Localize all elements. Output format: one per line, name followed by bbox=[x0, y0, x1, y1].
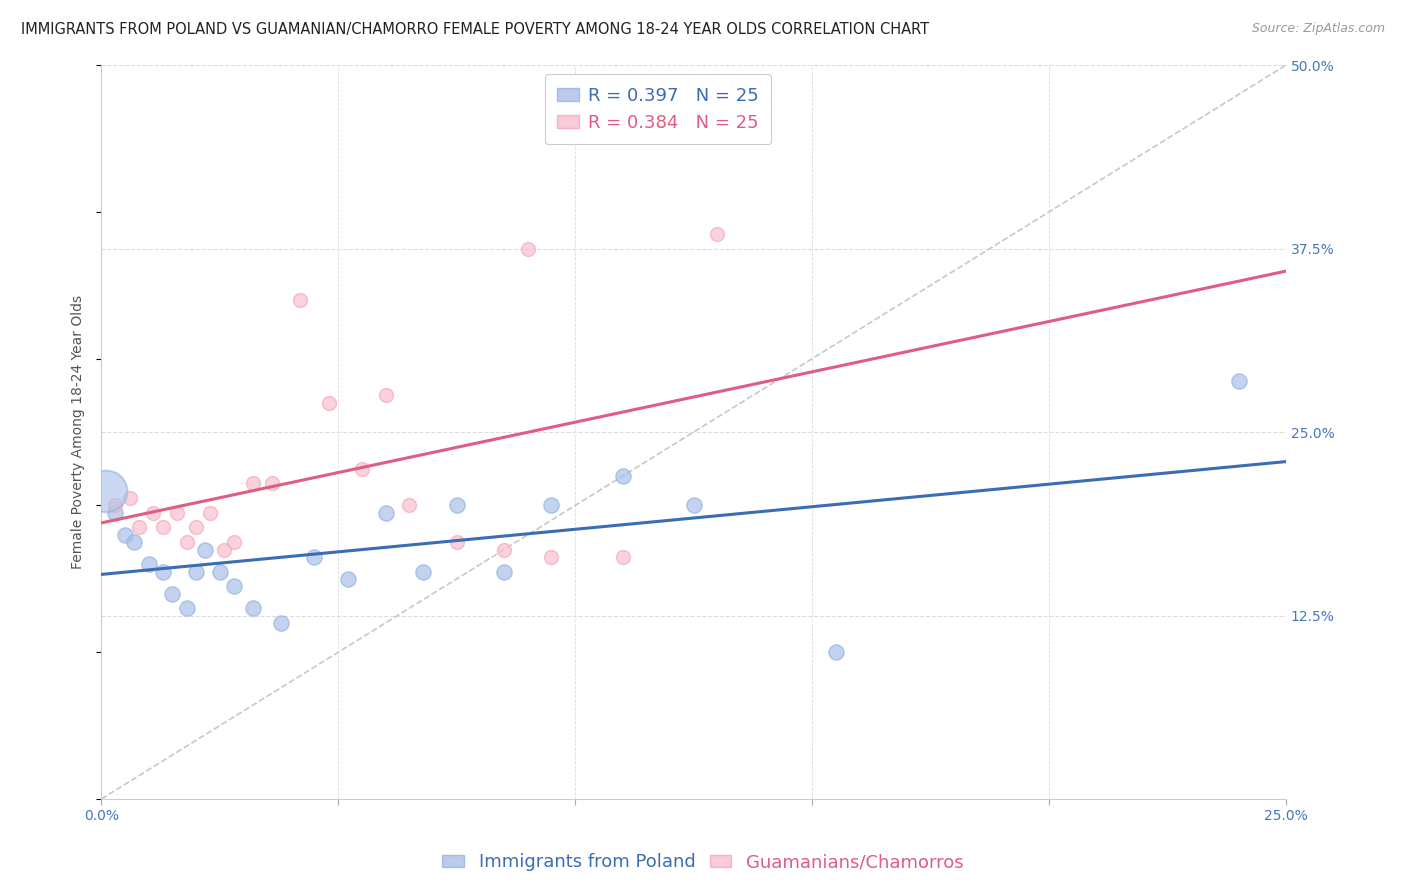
Point bbox=[398, 499, 420, 513]
Point bbox=[162, 586, 184, 600]
Text: IMMIGRANTS FROM POLAND VS GUAMANIAN/CHAMORRO FEMALE POVERTY AMONG 18-24 YEAR OLD: IMMIGRANTS FROM POLAND VS GUAMANIAN/CHAM… bbox=[21, 22, 929, 37]
Point bbox=[612, 469, 634, 483]
Point bbox=[152, 565, 174, 579]
Point bbox=[104, 506, 127, 520]
Point bbox=[374, 506, 396, 520]
Point bbox=[104, 499, 127, 513]
Point bbox=[540, 549, 562, 564]
Point bbox=[682, 499, 704, 513]
Point bbox=[242, 476, 264, 491]
Point bbox=[446, 499, 468, 513]
Text: Source: ZipAtlas.com: Source: ZipAtlas.com bbox=[1251, 22, 1385, 36]
Point bbox=[350, 462, 373, 476]
Point bbox=[138, 558, 160, 572]
Point bbox=[214, 542, 236, 557]
Point bbox=[290, 293, 312, 307]
Point bbox=[270, 615, 292, 630]
Point bbox=[184, 565, 207, 579]
Point bbox=[492, 565, 515, 579]
Point bbox=[166, 506, 188, 520]
Point bbox=[304, 549, 326, 564]
Point bbox=[540, 499, 562, 513]
Point bbox=[612, 549, 634, 564]
Point bbox=[94, 483, 117, 498]
Point bbox=[446, 535, 468, 549]
Point bbox=[1227, 374, 1250, 388]
Point bbox=[706, 227, 728, 241]
Legend: R = 0.397   N = 25, R = 0.384   N = 25: R = 0.397 N = 25, R = 0.384 N = 25 bbox=[544, 74, 772, 145]
Point bbox=[176, 535, 198, 549]
Point bbox=[318, 395, 340, 409]
Point bbox=[118, 491, 141, 505]
Point bbox=[114, 528, 136, 542]
Point bbox=[374, 388, 396, 402]
Y-axis label: Female Poverty Among 18-24 Year Olds: Female Poverty Among 18-24 Year Olds bbox=[72, 295, 86, 569]
Point bbox=[516, 242, 538, 256]
Point bbox=[336, 572, 359, 586]
Point bbox=[208, 565, 231, 579]
Point bbox=[194, 542, 217, 557]
Point bbox=[412, 565, 434, 579]
Point bbox=[222, 535, 245, 549]
Point bbox=[492, 542, 515, 557]
Point bbox=[184, 520, 207, 534]
Point bbox=[242, 601, 264, 615]
Point bbox=[176, 601, 198, 615]
Point bbox=[124, 535, 146, 549]
Legend: Immigrants from Poland, Guamanians/Chamorros: Immigrants from Poland, Guamanians/Chamo… bbox=[436, 847, 970, 879]
Point bbox=[200, 506, 222, 520]
Point bbox=[142, 506, 165, 520]
Point bbox=[260, 476, 283, 491]
Point bbox=[222, 579, 245, 593]
Point bbox=[152, 520, 174, 534]
Point bbox=[128, 520, 150, 534]
Point bbox=[824, 645, 846, 659]
